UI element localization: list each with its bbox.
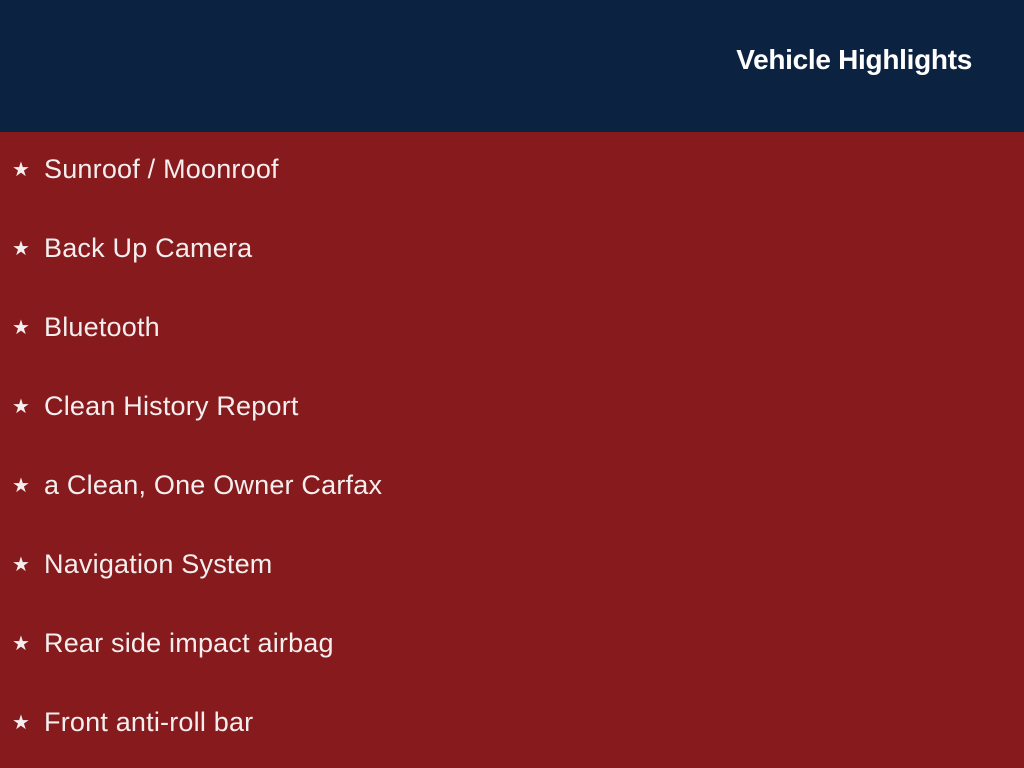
list-item-label: a Clean, One Owner Carfax: [44, 469, 383, 500]
list-item-label: Back Up Camera: [44, 232, 253, 263]
list-item-label: Bluetooth: [44, 311, 160, 342]
star-icon: ★: [12, 237, 31, 260]
list-item-label: Rear side impact airbag: [44, 627, 334, 658]
list-item-label: Front anti-roll bar: [44, 706, 254, 737]
list-item: ★ Clean History Report: [12, 386, 299, 426]
header-bar: Vehicle Highlights: [0, 0, 1024, 132]
star-icon: ★: [12, 553, 31, 576]
page-title: Vehicle Highlights: [736, 44, 972, 75]
list-item: ★ Rear side impact airbag: [12, 623, 334, 663]
list-item: ★ Back Up Camera: [12, 228, 252, 268]
list-item: ★ Bluetooth: [12, 307, 160, 347]
list-item-label: Clean History Report: [44, 390, 299, 421]
star-icon: ★: [12, 474, 31, 497]
list-item-label: Sunroof / Moonroof: [44, 153, 279, 184]
star-icon: ★: [12, 711, 31, 734]
list-item: ★ Front anti-roll bar: [12, 702, 253, 742]
list-item: ★ Navigation System: [12, 544, 273, 584]
list-item-label: Navigation System: [44, 548, 273, 579]
star-icon: ★: [12, 316, 31, 339]
list-item: ★ Sunroof / Moonroof: [12, 149, 279, 189]
star-icon: ★: [12, 632, 31, 655]
star-icon: ★: [12, 395, 31, 418]
star-icon: ★: [12, 158, 31, 181]
list-item: ★ a Clean, One Owner Carfax: [12, 465, 382, 505]
